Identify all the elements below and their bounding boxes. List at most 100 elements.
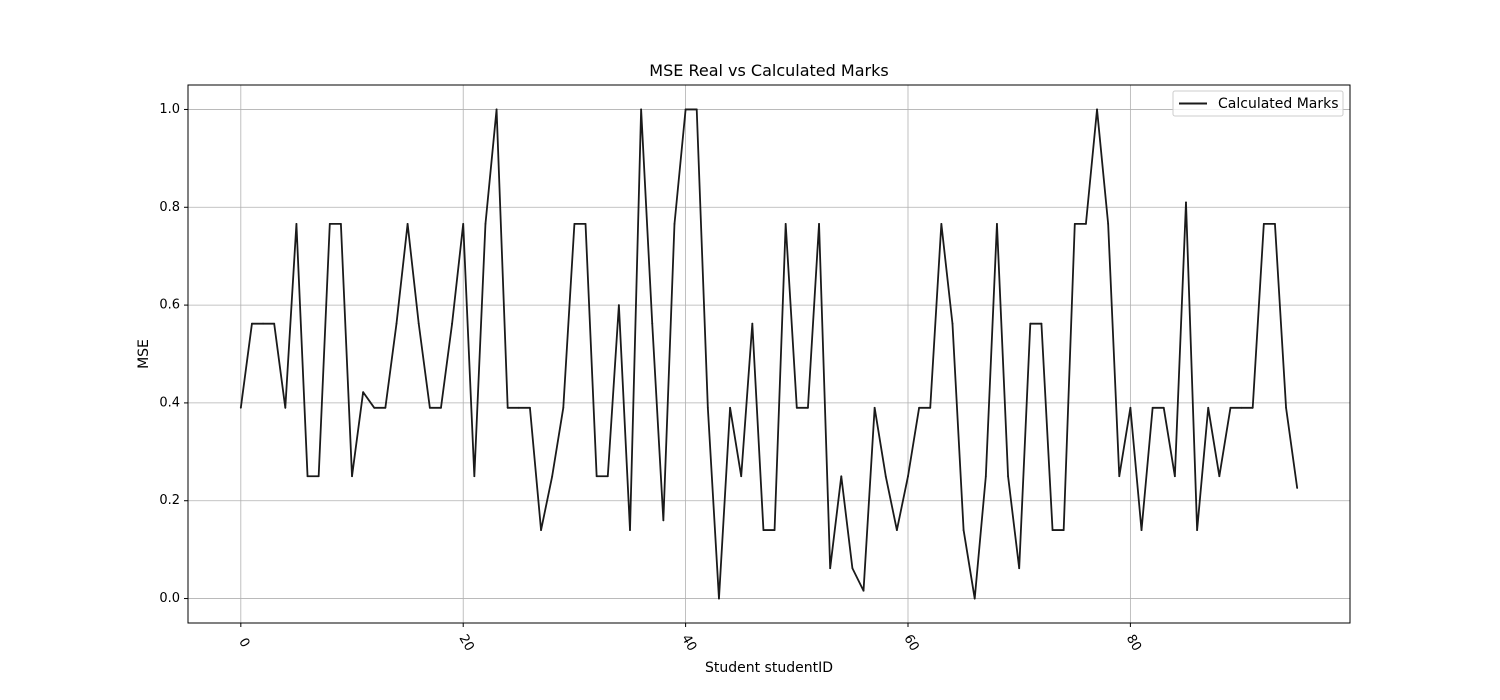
data-point: [640, 108, 643, 111]
data-point: [784, 223, 787, 225]
data-point: [484, 223, 487, 225]
data-point: [1129, 406, 1132, 409]
data-point: [895, 529, 898, 531]
x-axis-label: Student studentID: [705, 660, 833, 676]
y-axis-label: MSE: [136, 339, 152, 369]
data-point: [428, 406, 431, 409]
data-point: [851, 567, 854, 570]
data-point: [251, 322, 253, 325]
grid-lines: [188, 85, 1350, 623]
data-point: [907, 475, 909, 478]
data-point: [328, 223, 331, 225]
y-axis-ticks: 0.0 0.2 0.4 0.6 0.8 1.0: [159, 102, 188, 606]
data-point: [351, 475, 353, 478]
data-point: [395, 322, 398, 325]
y-tick-label: 0.0: [159, 591, 180, 606]
data-point: [973, 597, 976, 600]
data-point: [729, 406, 731, 409]
data-point: [1140, 529, 1143, 531]
data-point: [529, 406, 531, 409]
data-point: [1107, 223, 1110, 225]
data-point: [1196, 529, 1199, 531]
data-point: [929, 406, 932, 409]
data-point: [317, 475, 320, 478]
data-point: [762, 529, 765, 531]
data-point: [984, 475, 987, 478]
data-point: [362, 391, 365, 394]
data-point: [273, 322, 276, 325]
data-point: [506, 406, 509, 409]
data-point: [873, 406, 876, 409]
data-point: [1218, 475, 1221, 478]
data-point: [718, 597, 720, 600]
data-point: [706, 406, 709, 409]
data-point: [473, 475, 476, 478]
data-point: [595, 475, 598, 478]
y-tick-label: 0.6: [159, 298, 180, 313]
data-point: [695, 108, 698, 111]
data-point: [1251, 406, 1254, 409]
data-point: [795, 406, 798, 409]
data-point: [562, 406, 565, 409]
legend-box: [1172, 90, 1344, 117]
y-tick-label: 0.8: [159, 200, 180, 215]
data-point: [617, 304, 620, 306]
data-point: [517, 406, 520, 409]
data-point: [1018, 567, 1021, 570]
data-point: [807, 406, 809, 409]
data-point: [540, 529, 542, 531]
data-point: [417, 322, 420, 325]
y-tick-label: 0.2: [159, 493, 180, 508]
data-point: [1162, 406, 1165, 409]
legend-label: Calculated Marks: [1218, 96, 1339, 112]
data-point: [1240, 406, 1243, 409]
data-point: [884, 475, 887, 478]
data-point: [684, 108, 687, 111]
data-point: [295, 223, 298, 225]
data-point: [829, 567, 832, 570]
data-point: [1151, 406, 1154, 409]
data-point: [551, 475, 554, 478]
data-point: [673, 223, 676, 225]
data-point: [862, 589, 865, 592]
x-tick-label: 20: [456, 632, 477, 654]
data-point: [629, 529, 631, 531]
data-point: [239, 406, 242, 409]
data-point: [818, 223, 820, 225]
chart-title: MSE Real vs Calculated Marks: [649, 61, 888, 80]
data-point: [373, 406, 376, 409]
data-point: [1051, 529, 1054, 531]
series-layer: [239, 108, 1299, 600]
y-tick-label: 0.4: [159, 395, 180, 410]
data-point: [606, 475, 609, 478]
data-point: [962, 529, 965, 531]
data-point: [573, 223, 576, 225]
legend: Calculated Marks: [1172, 90, 1344, 117]
data-point: [306, 475, 309, 478]
data-point: [1296, 487, 1299, 489]
data-point: [1029, 322, 1032, 325]
x-tick-label: 40: [678, 632, 699, 654]
data-point: [1040, 322, 1043, 325]
data-point: [440, 406, 442, 409]
data-point: [1229, 406, 1232, 409]
data-point: [1073, 223, 1076, 225]
data-point: [1062, 529, 1065, 531]
data-point: [284, 406, 287, 409]
data-point: [662, 519, 665, 522]
data-point: [1185, 201, 1187, 204]
data-point: [262, 322, 264, 325]
data-point: [384, 406, 387, 409]
data-point: [495, 108, 498, 111]
data-point: [740, 475, 743, 478]
series-line: [239, 108, 1299, 600]
data-point: [1007, 475, 1009, 478]
x-tick-label: 60: [900, 632, 921, 654]
data-point: [1118, 475, 1121, 478]
data-point: [1173, 475, 1176, 478]
data-point: [840, 475, 843, 478]
data-point: [918, 406, 921, 409]
data-point: [1274, 223, 1276, 225]
data-point: [1285, 406, 1287, 409]
